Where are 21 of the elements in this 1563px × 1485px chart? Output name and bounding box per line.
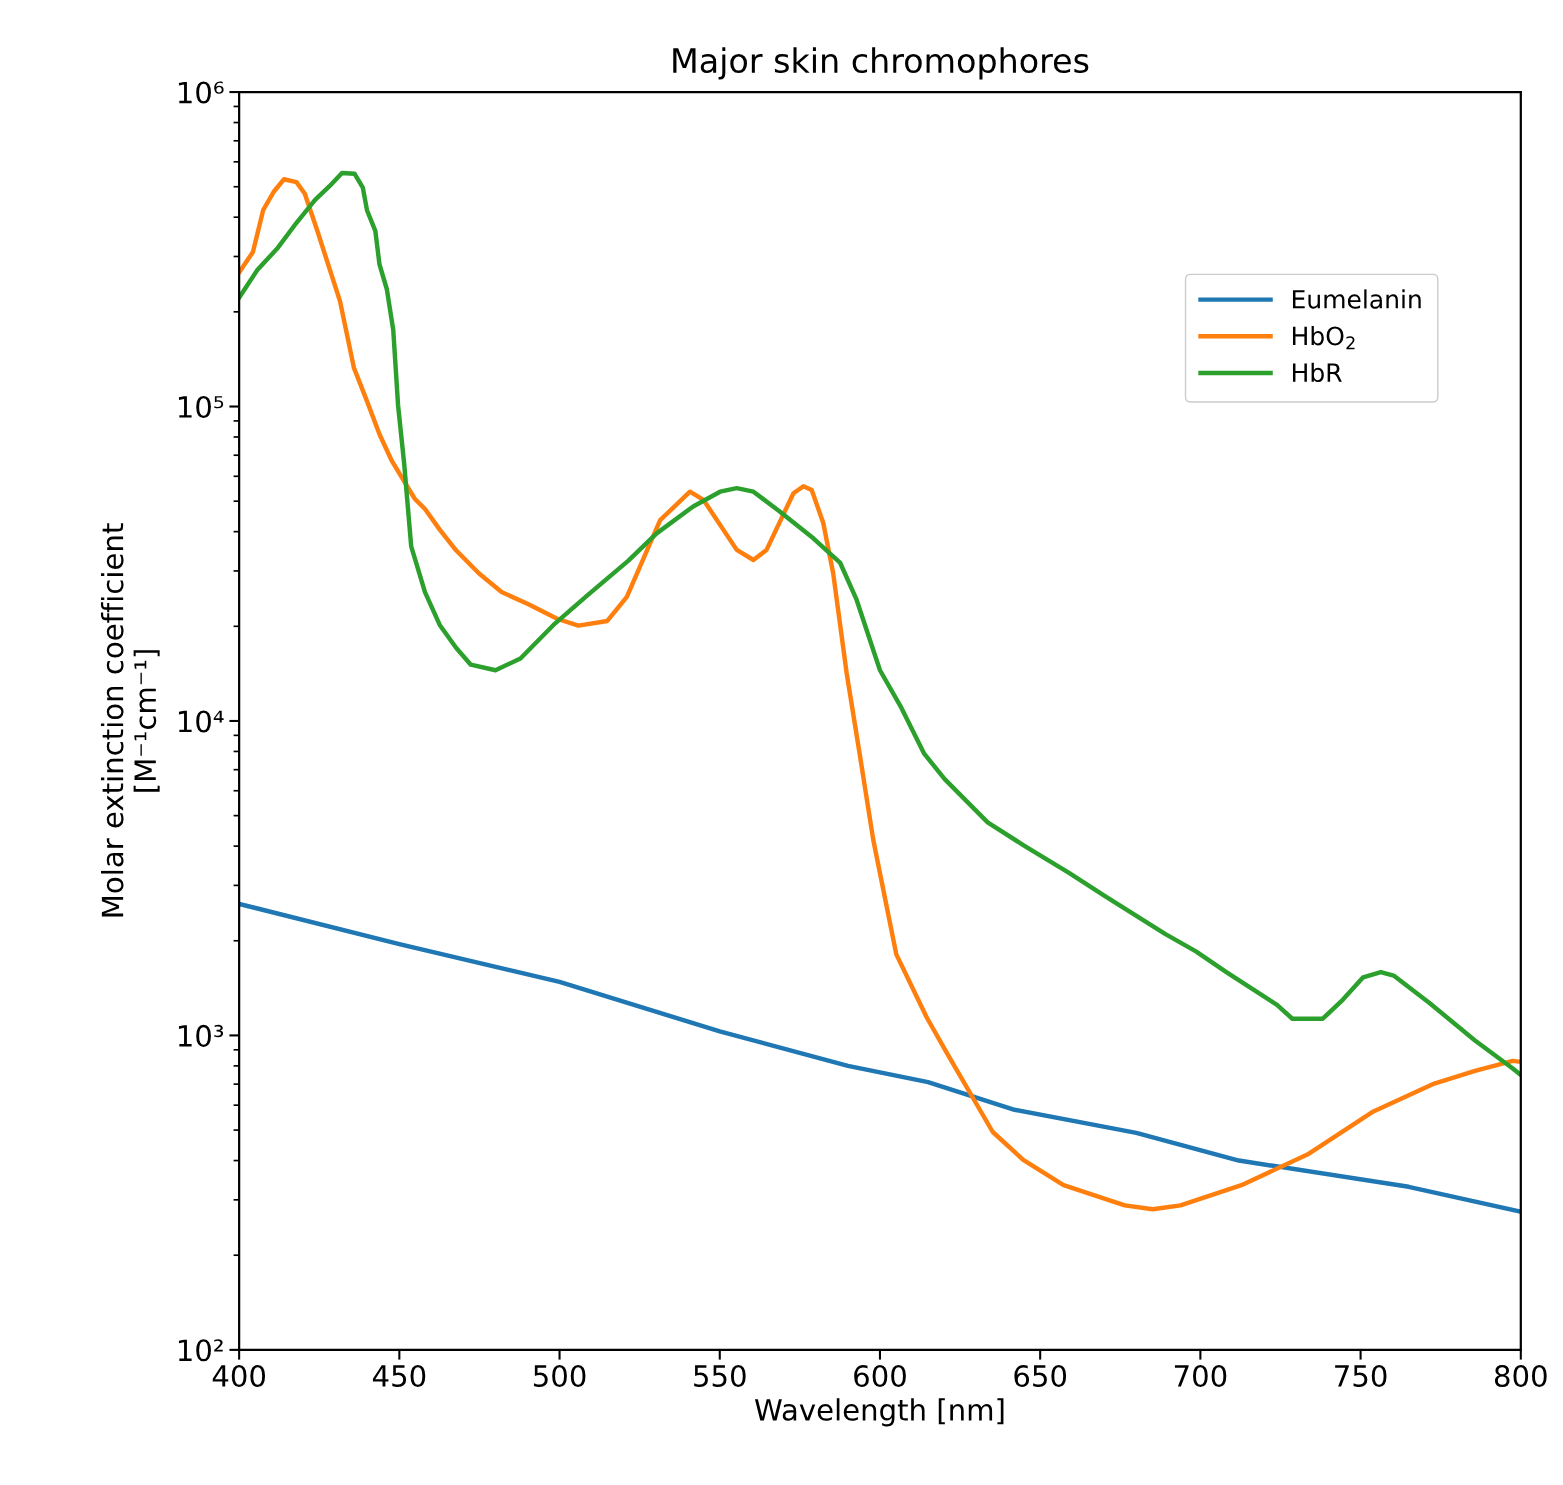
y-tick-label: 10⁴	[178, 710, 224, 733]
x-tick-label: 700	[1174, 1364, 1227, 1388]
chart-title: Major skin chromophores	[673, 47, 1089, 80]
x-axis-title: Wavelength [nm]	[754, 1398, 1004, 1427]
x-tick-label: 450	[372, 1364, 426, 1388]
x-tick-label: 750	[1335, 1364, 1387, 1388]
y-tick-label: 10⁶	[178, 81, 224, 104]
x-tick-label: 500	[533, 1364, 586, 1388]
legend-label: HbO$_{2}$	[1292, 326, 1355, 350]
y-axis-title: Molar extinction coefficient [M⁻¹cm⁻¹]	[100, 523, 160, 917]
x-tick-label: 400	[212, 1364, 266, 1388]
y-tick-label: 10⁵	[178, 395, 224, 419]
legend-label: HbR	[1292, 362, 1342, 383]
line-series	[239, 901, 1521, 1214]
x-tick-label: 550	[694, 1364, 746, 1388]
y-tick-label: 10³	[178, 1024, 224, 1047]
x-tick-label: 600	[854, 1364, 906, 1388]
y-tick-label: 10²	[178, 1339, 223, 1362]
legend-label: Eumelanin	[1292, 289, 1421, 309]
x-tick-label: 800	[1494, 1364, 1547, 1388]
x-tick-label: 650	[1014, 1364, 1067, 1388]
